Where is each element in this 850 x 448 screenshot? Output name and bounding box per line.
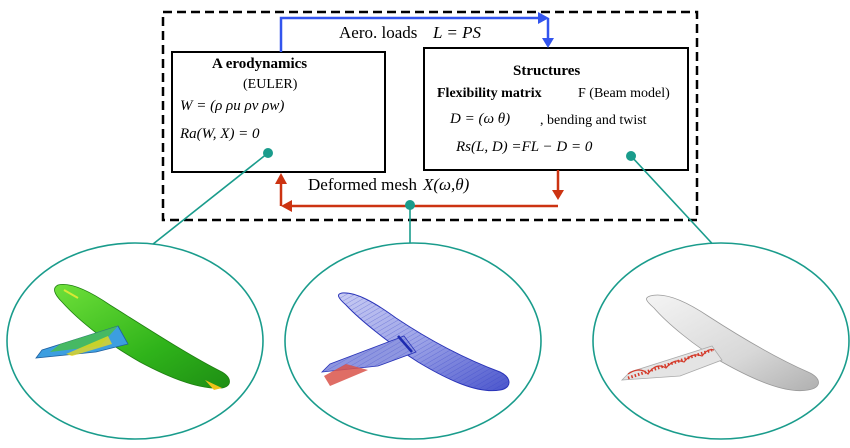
aerodynamics-box (171, 51, 386, 173)
structures-box (423, 47, 689, 171)
aircraft-mesh-icon (320, 292, 510, 392)
coupling-frame (161, 10, 699, 222)
structures-title: Structures (513, 63, 581, 79)
structures-flexibility-label: Flexibility matrix (437, 86, 542, 101)
deformed-mesh-arrowhead-left (281, 200, 292, 212)
aero-loads-label: Aero. loads (339, 23, 418, 42)
deformed-mesh-label: Deformed mesh (306, 175, 420, 195)
aerodynamics-residual-equation: Ra(W, X) = 0 (180, 126, 260, 142)
aero-loads-arrowhead-right (538, 12, 549, 24)
deformed-mesh-equation: X(ω,θ) (421, 175, 472, 195)
connector-aero-dot (263, 148, 273, 158)
aero-loads-arrowhead-down (542, 38, 554, 48)
deformed-mesh-arrowhead-up (275, 173, 287, 184)
structures-residual-equation: Rs(L, D) =FL − D = 0 (456, 139, 593, 155)
aircraft-beam-icon (620, 294, 819, 392)
structures-displacement-equation: D = (ω θ) (450, 111, 511, 127)
aero-loads-equation: L = PS (433, 23, 482, 42)
connector-struct-line (630, 155, 721, 253)
connector-mesh-dot (405, 200, 415, 210)
structures-beam-model-label: F (Beam model) (578, 86, 670, 101)
connector-aero-line (142, 152, 269, 253)
deformed-mesh-arrowhead-down (552, 190, 564, 200)
aircraft-cfd-pressure-icon (35, 283, 230, 390)
aero-loads-arrow (279, 16, 550, 52)
deformed-mesh-arrow (279, 170, 560, 208)
aerodynamics-title: A erodynamics (212, 56, 308, 72)
aerodynamics-subtitle: (EULER) (243, 77, 298, 92)
structures-displacement-text: , bending and twist (540, 113, 647, 128)
connector-struct-dot (626, 151, 636, 161)
aerodynamics-state-equation: W = (ρ ρu ρv ρw) (180, 98, 285, 114)
